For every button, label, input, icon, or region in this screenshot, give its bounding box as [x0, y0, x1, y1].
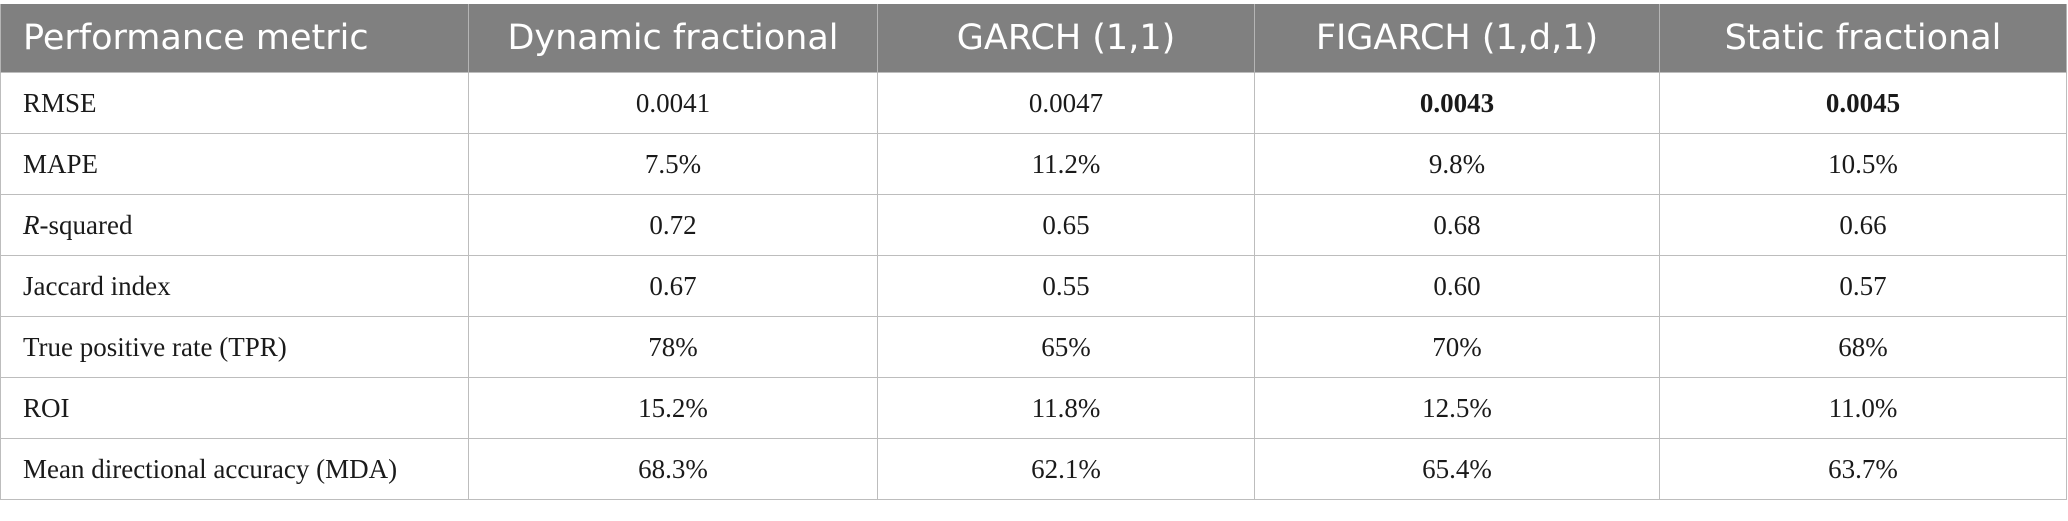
row-label: R-squared [0, 194, 469, 256]
table-row: MAPE 7.5% 11.2% 9.8% 10.5% [0, 133, 2067, 195]
header-static-fractional: Static fractional [1659, 4, 2067, 73]
table-body: RMSE 0.0041 0.0047 0.0043 0.0045 MAPE 7.… [0, 72, 2067, 500]
table-cell: 0.57 [1659, 255, 2067, 317]
table-cell: 65.4% [1254, 438, 1660, 500]
table-cell: 62.1% [877, 438, 1255, 500]
table-cell: 7.5% [468, 133, 878, 195]
table-cell: 15.2% [468, 377, 878, 439]
table-cell: 11.8% [877, 377, 1255, 439]
table-cell: 0.68 [1254, 194, 1660, 256]
row-label: Jaccard index [0, 255, 469, 317]
table-cell: 11.2% [877, 133, 1255, 195]
table-cell: 65% [877, 316, 1255, 378]
table-cell: 0.60 [1254, 255, 1660, 317]
table-cell: 10.5% [1659, 133, 2067, 195]
table-row: RMSE 0.0041 0.0047 0.0043 0.0045 [0, 72, 2067, 134]
table-header: Performance metric Dynamic fractional GA… [0, 4, 2067, 73]
table-cell: 0.0047 [877, 72, 1255, 134]
row-label: Mean directional accuracy (MDA) [0, 438, 469, 500]
row-label-italic: R [23, 209, 40, 240]
table-cell: 0.0041 [468, 72, 878, 134]
table-cell: 0.72 [468, 194, 878, 256]
row-label: ROI [0, 377, 469, 439]
table-cell: 0.67 [468, 255, 878, 317]
table-cell: 12.5% [1254, 377, 1660, 439]
row-label: True positive rate (TPR) [0, 316, 469, 378]
table-cell: 0.0045 [1659, 72, 2067, 134]
row-label: MAPE [0, 133, 469, 195]
table-cell: 0.65 [877, 194, 1255, 256]
table-cell: 9.8% [1254, 133, 1660, 195]
table-cell: 0.55 [877, 255, 1255, 317]
table-cell: 68% [1659, 316, 2067, 378]
table-cell: 68.3% [468, 438, 878, 500]
table-row: Jaccard index 0.67 0.55 0.60 0.57 [0, 255, 2067, 317]
table-cell: 0.66 [1659, 194, 2067, 256]
performance-table: Performance metric Dynamic fractional GA… [0, 4, 2067, 500]
table-cell: 78% [468, 316, 878, 378]
table-container: Performance metric Dynamic fractional GA… [0, 4, 2068, 500]
row-label: RMSE [0, 72, 469, 134]
table-row: Mean directional accuracy (MDA) 68.3% 62… [0, 438, 2067, 500]
table-row: True positive rate (TPR) 78% 65% 70% 68% [0, 316, 2067, 378]
header-figarch: FIGARCH (1,d,1) [1254, 4, 1660, 73]
table-row: R-squared 0.72 0.65 0.68 0.66 [0, 194, 2067, 256]
header-garch: GARCH (1,1) [877, 4, 1255, 73]
table-row: ROI 15.2% 11.8% 12.5% 11.0% [0, 377, 2067, 439]
header-row: Performance metric Dynamic fractional GA… [0, 4, 2067, 73]
table-cell: 0.0043 [1254, 72, 1660, 134]
table-cell: 70% [1254, 316, 1660, 378]
row-label-rest: -squared [39, 209, 133, 240]
table-cell: 11.0% [1659, 377, 2067, 439]
header-performance-metric: Performance metric [0, 4, 469, 73]
table-cell: 63.7% [1659, 438, 2067, 500]
header-dynamic-fractional: Dynamic fractional [468, 4, 878, 73]
